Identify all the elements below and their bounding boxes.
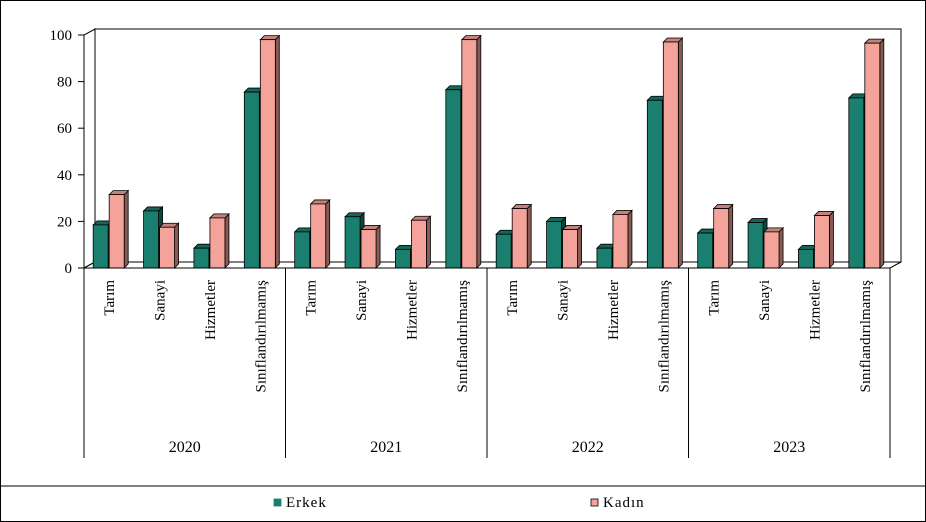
y-tick-label: 80 <box>57 75 72 91</box>
bar-erkek <box>697 232 714 269</box>
bar-top <box>410 215 432 221</box>
bar-top <box>863 38 885 44</box>
bar-erkek <box>143 210 159 269</box>
bar-top <box>511 204 533 209</box>
bar-top <box>545 216 567 222</box>
y-tick-label: 60 <box>57 121 72 137</box>
x-category-label: Sınıflandırılmamış <box>656 280 672 393</box>
bar-side <box>123 189 129 269</box>
bar-erkek <box>92 224 109 269</box>
bar-kadin <box>209 217 226 269</box>
bar-erkek <box>646 99 663 269</box>
bar-erkek <box>747 222 764 269</box>
bar-side <box>325 198 331 269</box>
bar-kadin <box>814 215 830 269</box>
bar-side <box>274 34 280 269</box>
bar-kadin <box>310 203 327 269</box>
y-tick-label: 100 <box>50 28 73 44</box>
bar-side <box>426 215 431 269</box>
x-group-label: 2021 <box>370 439 402 456</box>
bar-erkek <box>596 247 613 269</box>
x-category-label: Sanayi <box>354 280 370 321</box>
bar-side <box>224 212 230 269</box>
bar-top <box>813 211 835 216</box>
bar-erkek <box>243 91 260 269</box>
bar-side <box>778 226 784 269</box>
x-category-label: Tarım <box>707 280 723 316</box>
bar-kadin <box>360 229 377 269</box>
x-group-label: 2023 <box>773 439 805 456</box>
legend-label: Erkek <box>286 495 327 511</box>
bar-erkek <box>495 233 512 269</box>
legend-swatch <box>273 498 282 507</box>
x-category-label: Hizmetler <box>807 280 823 340</box>
bar-side <box>829 210 834 269</box>
bar-side <box>174 222 179 269</box>
bar-kadin <box>713 208 730 269</box>
bar-erkek <box>193 247 210 269</box>
bar-top <box>712 204 734 209</box>
bar-top <box>611 210 633 215</box>
x-group-label: 2020 <box>169 439 201 456</box>
bar-top <box>158 222 180 228</box>
bar-erkek <box>395 248 411 269</box>
legend-label: Kadın <box>603 495 645 511</box>
bar-erkek <box>445 89 462 269</box>
bar-kadin <box>511 208 528 269</box>
bar-erkek <box>294 231 311 269</box>
x-category-label: Sınıflandırılmamış <box>858 280 874 393</box>
bar-top <box>344 212 366 218</box>
bar-top <box>259 35 281 41</box>
y-tick-label: 0 <box>65 261 73 277</box>
x-group-label: 2022 <box>572 439 604 456</box>
bar-side <box>879 38 885 269</box>
bar-kadin <box>612 214 629 269</box>
bar-top <box>747 218 769 223</box>
bar-side <box>476 34 482 269</box>
bar-top <box>360 225 382 230</box>
bar-erkek <box>798 248 814 269</box>
bar-kadin <box>411 219 427 269</box>
bar-kadin <box>108 194 125 269</box>
bar-top <box>561 225 583 230</box>
x-category-label: Sınıflandırılmamış <box>455 280 471 393</box>
x-category-label: Sanayi <box>153 280 169 321</box>
x-category-label: Hizmetler <box>203 280 219 340</box>
x-category-label: Sanayi <box>556 280 572 321</box>
bar-kadin <box>864 42 881 269</box>
bar-kadin <box>662 41 679 269</box>
bar-top <box>460 35 482 41</box>
bar-top <box>108 190 130 196</box>
bar-kadin <box>763 231 780 269</box>
x-category-label: Tarım <box>304 280 320 316</box>
bar-top <box>208 213 230 219</box>
x-category-label: Tarım <box>102 280 118 316</box>
legend-swatch <box>590 498 599 507</box>
bar-erkek <box>546 220 562 269</box>
bar-kadin <box>259 39 276 269</box>
x-category-label: Tarım <box>505 280 521 316</box>
bar-top <box>662 37 684 43</box>
bar-side <box>627 209 633 269</box>
bar-side <box>577 224 582 269</box>
x-category-label: Sanayi <box>757 280 773 321</box>
x-category-label: Hizmetler <box>606 280 622 340</box>
x-category-label: Sınıflandırılmamış <box>253 280 269 393</box>
bar-kadin <box>562 229 578 269</box>
bar-top <box>309 199 331 205</box>
y-tick-label: 40 <box>57 168 72 184</box>
bar-side <box>375 224 381 269</box>
y-tick-label: 20 <box>57 214 72 230</box>
bar-erkek <box>344 216 361 269</box>
bar-erkek <box>848 97 865 269</box>
x-category-label: Hizmetler <box>404 280 420 340</box>
bar-top <box>763 227 785 233</box>
bar-kadin <box>159 226 175 269</box>
bar-side <box>526 203 532 269</box>
bar-kadin <box>461 39 478 269</box>
bar-side <box>728 203 734 269</box>
bar-top <box>142 206 164 212</box>
bar-side <box>677 37 683 269</box>
